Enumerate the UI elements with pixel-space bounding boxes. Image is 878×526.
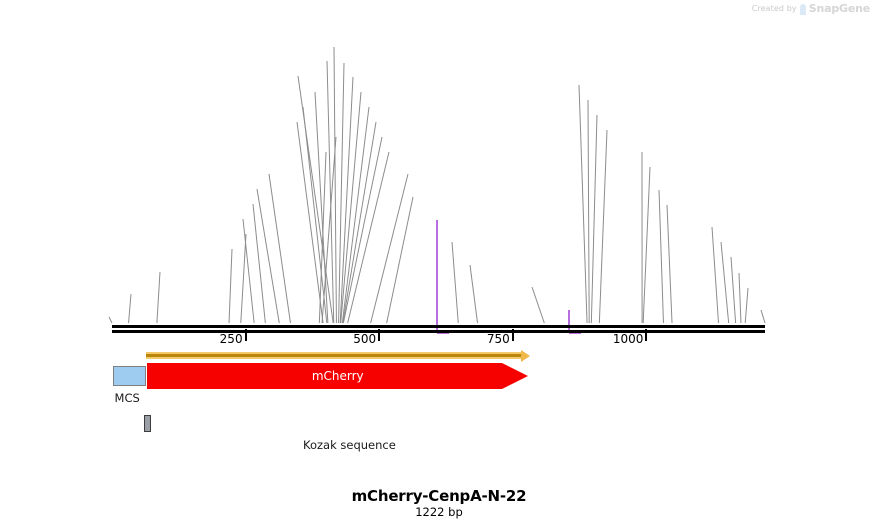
orf-arrow xyxy=(145,349,530,362)
site-label xyxy=(417,185,424,197)
site-label xyxy=(611,118,618,130)
site-label xyxy=(393,140,400,152)
site-label xyxy=(654,155,661,167)
ruler-tick-label: 1000 xyxy=(612,332,644,346)
site-label xyxy=(583,73,590,85)
site-label xyxy=(118,282,125,294)
site-label xyxy=(219,237,226,249)
ruler-tick xyxy=(511,329,514,341)
site-label xyxy=(735,245,742,257)
site-label xyxy=(592,88,599,100)
primer-label xyxy=(443,208,450,220)
site-label xyxy=(765,298,772,310)
site-label xyxy=(536,275,543,287)
site-label xyxy=(290,95,297,107)
mcs-feature[interactable] xyxy=(112,366,146,386)
site-label xyxy=(456,230,463,242)
mcherry-label: mCherry xyxy=(311,369,364,383)
site-label xyxy=(323,125,330,137)
site-label xyxy=(725,230,732,242)
page-title: mCherry-CenpA-N-22 xyxy=(351,487,527,505)
site-label xyxy=(380,110,387,122)
snapgene-brand-label: SnapGene xyxy=(808,2,870,15)
site-label xyxy=(365,80,372,92)
mcherry-feature[interactable]: mCherry xyxy=(147,363,529,389)
ruler-tick xyxy=(645,329,648,341)
site-label xyxy=(474,253,481,265)
site-label xyxy=(233,222,240,234)
site-label xyxy=(646,140,653,152)
primer-label xyxy=(575,298,582,310)
site-label xyxy=(386,125,393,137)
site-label xyxy=(285,64,292,76)
site-label xyxy=(373,95,380,107)
site-label xyxy=(240,192,247,204)
orf-arrow-body xyxy=(145,352,521,359)
site-label xyxy=(313,140,320,152)
ruler-tick xyxy=(378,329,381,341)
mcs-label: MCS xyxy=(114,391,140,405)
site-label xyxy=(752,276,759,288)
site-label xyxy=(663,178,670,190)
site-label xyxy=(302,80,309,92)
site-label xyxy=(671,193,678,205)
site-label xyxy=(284,110,291,122)
sequence-ruler: 250 500 750 1000 xyxy=(0,0,878,346)
snapgene-credit: Created by SnapGene xyxy=(752,2,870,15)
ruler-tick xyxy=(244,329,247,341)
site-label xyxy=(96,305,103,317)
mcherry-arrow-body xyxy=(147,363,503,389)
site-label xyxy=(147,260,154,272)
site-label xyxy=(412,162,419,174)
ruler-bar-bottom xyxy=(112,330,765,333)
site-label xyxy=(743,261,750,273)
site-label xyxy=(601,103,608,115)
created-by-label: Created by xyxy=(751,4,797,13)
ruler-tick-label: 500 xyxy=(353,332,377,346)
site-label xyxy=(230,207,237,219)
kozak-label: Kozak sequence xyxy=(303,438,396,452)
mcherry-arrow-head xyxy=(502,363,529,389)
site-label xyxy=(256,162,263,174)
ruler-tick-label: 750 xyxy=(486,332,510,346)
site-label xyxy=(357,65,364,77)
snapgene-logo-icon xyxy=(799,4,806,15)
site-label xyxy=(716,215,723,227)
ruler-tick-label: 250 xyxy=(219,332,243,346)
site-label xyxy=(244,177,251,189)
page-subtitle: 1222 bp xyxy=(415,505,463,519)
ruler-bar-top xyxy=(112,325,765,328)
orf-arrow-head xyxy=(520,349,530,362)
kozak-feature[interactable] xyxy=(143,415,151,432)
